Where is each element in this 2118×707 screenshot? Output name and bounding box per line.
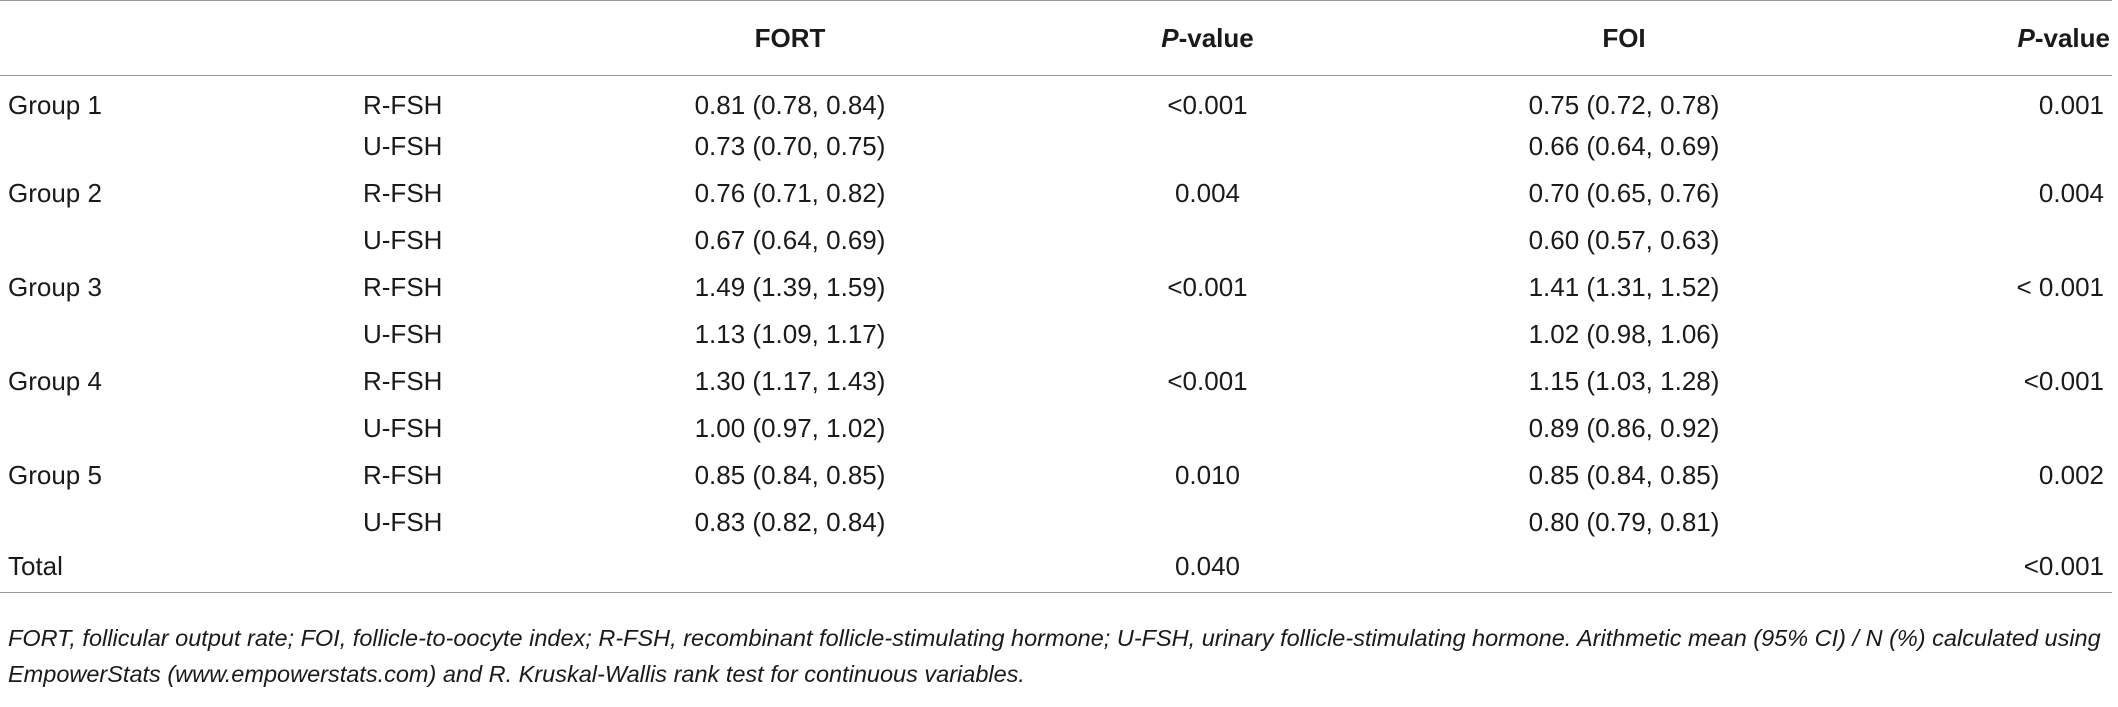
cell-group: Group 1 [8, 89, 102, 120]
table-row: Group 3 R-FSH 1.49 (1.39, 1.59) <0.001 1.41 … [0, 264, 2112, 311]
table-row: Group 1 R-FSH 0.81 (0.78, 0.84) <0.001 0.75 … [0, 76, 2112, 123]
cell-p-value-fort [1017, 499, 1398, 546]
cell-fort: 0.73 (0.70, 0.75) [694, 130, 886, 161]
table-row: Total 0.040 <0.001 [0, 545, 2112, 593]
header-p-italic: P [1161, 22, 1179, 53]
results-table-container: FORT P-value FOI P-value Group 1 R-FSH 0.8… [0, 0, 2112, 593]
cell-fort: 0.83 (0.82, 0.84) [694, 506, 886, 537]
cell-p-value-fort [1017, 311, 1398, 358]
cell-treatment: U-FSH [363, 130, 443, 161]
header-p-rest: -value [1178, 22, 1254, 53]
cell-p-value-fort: <0.001 [1167, 365, 1248, 396]
cell-group [0, 311, 363, 358]
cell-fort: 1.49 (1.39, 1.59) [694, 271, 886, 302]
cell-fort [563, 545, 1017, 593]
cell-fort: 0.76 (0.71, 0.82) [694, 177, 886, 208]
cell-p-value-foi [1850, 123, 2112, 170]
header-p-italic: P [2017, 22, 2035, 53]
cell-foi: 1.15 (1.03, 1.28) [1528, 365, 1720, 396]
table-row: Group 5 R-FSH 0.85 (0.84, 0.85) 0.010 0.85 (… [0, 452, 2112, 499]
header-group [0, 0, 363, 76]
table-row: Group 2 R-FSH 0.76 (0.71, 0.82) 0.004 0.70 (… [0, 170, 2112, 217]
header-foi: FOI [1398, 0, 1850, 76]
cell-p-value-foi [1850, 311, 2112, 358]
cell-p-value-foi: 0.004 [2038, 177, 2104, 208]
cell-foi: 0.60 (0.57, 0.63) [1528, 224, 1720, 255]
cell-treatment: R-FSH [363, 459, 443, 490]
cell-fort: 1.13 (1.09, 1.17) [694, 318, 886, 349]
cell-group [0, 499, 363, 546]
cell-group [0, 217, 363, 264]
cell-treatment: R-FSH [363, 177, 443, 208]
cell-p-value-foi [1850, 217, 2112, 264]
cell-foi: 0.70 (0.65, 0.76) [1528, 177, 1720, 208]
cell-p-value-foi [1850, 499, 2112, 546]
cell-foi [1398, 545, 1850, 593]
cell-foi: 0.89 (0.86, 0.92) [1528, 412, 1720, 443]
results-table: FORT P-value FOI P-value Group 1 R-FSH 0.8… [0, 0, 2112, 593]
table-row: U-FSH 1.00 (0.97, 1.02) 0.89 (0.86, 0.92) [0, 405, 2112, 452]
cell-group: Group 2 [8, 177, 102, 208]
cell-p-value-foi: 0.001 [2038, 89, 2104, 120]
table-row: U-FSH 0.83 (0.82, 0.84) 0.80 (0.79, 0.81) [0, 499, 2112, 546]
cell-group [0, 405, 363, 452]
cell-p-value-fort: <0.001 [1167, 89, 1248, 120]
table-body: Group 1 R-FSH 0.81 (0.78, 0.84) <0.001 0.75 … [0, 76, 2112, 593]
cell-p-value-fort: 0.010 [1174, 459, 1241, 490]
cell-fort: 1.00 (0.97, 1.02) [694, 412, 886, 443]
cell-treatment [363, 545, 563, 593]
cell-foi: 0.85 (0.84, 0.85) [1528, 459, 1720, 490]
cell-p-value-fort: 0.004 [1174, 177, 1241, 208]
cell-foi: 1.02 (0.98, 1.06) [1528, 318, 1720, 349]
cell-p-value-fort [1017, 405, 1398, 452]
cell-foi: 1.41 (1.31, 1.52) [1528, 271, 1720, 302]
table-row: Group 4 R-FSH 1.30 (1.17, 1.43) <0.001 1.15 … [0, 358, 2112, 405]
cell-p-value-foi: < 0.001 [2016, 271, 2104, 302]
cell-p-value-fort: 0.040 [1017, 545, 1398, 593]
cell-treatment: R-FSH [363, 271, 443, 302]
cell-p-value-foi [1850, 405, 2112, 452]
table-row: U-FSH 1.13 (1.09, 1.17) 1.02 (0.98, 1.06) [0, 311, 2112, 358]
cell-group: Group 4 [8, 365, 102, 396]
cell-p-value-fort: <0.001 [1167, 271, 1248, 302]
cell-treatment: U-FSH [363, 412, 443, 443]
header-p-value-foi: P-value [1850, 0, 2112, 76]
header-p-value-fort: P-value [1017, 0, 1398, 76]
table-row: U-FSH 0.73 (0.70, 0.75) 0.66 (0.64, 0.69) [0, 123, 2112, 170]
cell-treatment: R-FSH [363, 89, 443, 120]
cell-group [0, 123, 363, 170]
cell-treatment: U-FSH [363, 318, 443, 349]
cell-p-value-fort [1017, 217, 1398, 264]
header-sub [363, 0, 563, 76]
header-p-rest: -value [2034, 22, 2110, 53]
cell-p-value-fort [1017, 123, 1398, 170]
table-row: U-FSH 0.67 (0.64, 0.69) 0.60 (0.57, 0.63) [0, 217, 2112, 264]
cell-fort: 0.67 (0.64, 0.69) [694, 224, 886, 255]
cell-foi: 0.66 (0.64, 0.69) [1528, 130, 1720, 161]
cell-p-value-foi: 0.002 [2038, 459, 2104, 490]
header-row: FORT P-value FOI P-value [0, 0, 2112, 76]
cell-group: Total [0, 545, 363, 593]
cell-fort: 0.85 (0.84, 0.85) [694, 459, 886, 490]
cell-treatment: R-FSH [363, 365, 443, 396]
cell-group: Group 3 [8, 271, 102, 302]
cell-p-value-foi: <0.001 [1850, 545, 2112, 593]
cell-fort: 1.30 (1.17, 1.43) [694, 365, 886, 396]
header-fort: FORT [563, 0, 1017, 76]
cell-foi: 0.75 (0.72, 0.78) [1528, 89, 1720, 120]
cell-group: Group 5 [8, 459, 102, 490]
cell-treatment: U-FSH [363, 224, 443, 255]
table-footnote: FORT, follicular output rate; FOI, folli… [8, 625, 2101, 687]
cell-p-value-foi: <0.001 [2023, 365, 2104, 396]
cell-fort: 0.81 (0.78, 0.84) [694, 89, 886, 120]
cell-treatment: U-FSH [363, 506, 443, 537]
cell-foi: 0.80 (0.79, 0.81) [1528, 506, 1720, 537]
